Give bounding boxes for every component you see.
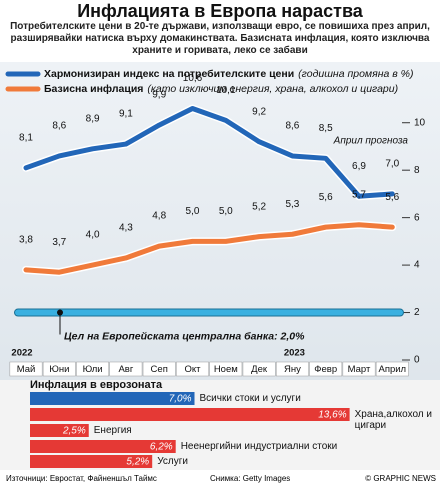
value-label: 4,3	[119, 223, 133, 234]
photo-credit: Снимка: Getty Images	[210, 474, 290, 483]
x-tick-label: Юни	[49, 364, 69, 375]
x-tick-box	[9, 361, 43, 377]
value-label: 9,9	[152, 90, 166, 101]
bar-category-label: Храна,алкохол и цигари	[354, 409, 433, 431]
bar-title: Инфлация в еврозоната	[30, 379, 163, 391]
value-label: 10,1	[216, 85, 236, 96]
x-tick-box	[176, 361, 209, 377]
x-tick-label: Сеп	[151, 364, 168, 375]
value-label: 5,0	[186, 206, 200, 217]
x-tick-label: Ноем	[214, 364, 238, 375]
value-label: 8,6	[52, 121, 66, 132]
value-label: 4,0	[86, 230, 100, 241]
x-tick-label: Март	[348, 364, 371, 375]
bar-value-label: 5,2%	[126, 457, 149, 468]
value-label: 10,6	[183, 73, 203, 84]
x-tick-label: Окт	[184, 364, 201, 375]
value-label: 4,8	[152, 211, 166, 222]
bar-category-label: Неенергийни индустриални стоки	[180, 441, 338, 452]
value-label: 5,2	[252, 201, 266, 212]
x-tick-label: Май	[17, 364, 36, 375]
x-tick-box	[309, 361, 343, 377]
source: Източници: Евростат, Файненшъл Таймс	[6, 474, 157, 483]
x-tick-box	[209, 361, 243, 377]
y-tick-label: 6	[414, 212, 420, 223]
legend-detail: (годишна промяна в %)	[298, 68, 413, 80]
legend-text: Хармонизиран индекс на потребителските ц…	[44, 68, 414, 80]
value-label: 3,7	[52, 237, 66, 248]
value-label: 9,1	[119, 109, 133, 120]
legend-detail: (като изключим енергия, храна, алкохол и…	[147, 83, 398, 95]
line	[23, 105, 395, 199]
header: Инфлацията в Европа нараства Потребителс…	[0, 0, 440, 57]
value-label: 8,5	[319, 123, 333, 134]
legend-label: Базисна инфлация	[44, 83, 143, 95]
forecast-label: Април прогноза	[333, 136, 409, 147]
y-tick-label: 4	[414, 260, 420, 271]
x-tick-label: Яну	[284, 364, 301, 375]
value-label: 8,9	[86, 113, 100, 124]
year-label: 2023	[284, 348, 305, 359]
bar-category-label: Енергия	[93, 425, 132, 436]
value-label: 3,8	[19, 234, 33, 245]
value-label: 8,6	[285, 121, 299, 132]
x-tick-box	[375, 361, 409, 377]
value-label: 5,6	[385, 192, 399, 203]
line	[23, 222, 395, 275]
value-label: 6,9	[352, 161, 366, 172]
x-tick-box	[42, 361, 76, 377]
value-label: 5,6	[319, 192, 333, 203]
bar-value-label: 7,0%	[169, 394, 192, 405]
bar-value-label: 13,6%	[318, 410, 346, 421]
y-tick-label: 8	[414, 165, 420, 176]
bar-value-label: 6,2%	[150, 442, 173, 453]
year-label: 2022	[11, 348, 32, 359]
y-tick-label: 2	[414, 307, 420, 318]
x-tick-box	[342, 361, 376, 377]
y-tick-label: 10	[414, 117, 426, 128]
value-label: 8,1	[19, 132, 33, 143]
x-tick-box	[109, 361, 143, 377]
target-dot	[57, 309, 63, 316]
x-tick-label: Дек	[251, 364, 268, 375]
bar	[30, 440, 176, 453]
credit: © GRAPHIC NEWS	[365, 474, 436, 483]
x-tick-box	[276, 361, 309, 377]
legend-text: Базисна инфлация (като изключим енергия, …	[44, 83, 398, 95]
bar	[30, 424, 89, 437]
x-tick-label: Авг	[118, 364, 133, 375]
x-tick-label: Април	[378, 364, 406, 375]
bar-category-label: Всички стоки и услуги	[199, 393, 301, 404]
y-tick-label: 0	[414, 355, 420, 366]
bar	[30, 408, 350, 421]
x-tick-box	[242, 361, 276, 377]
bar	[30, 455, 153, 468]
bar	[30, 392, 195, 405]
value-label: 5,3	[285, 199, 299, 210]
x-tick-box	[142, 361, 176, 377]
value-label: 5,7	[352, 189, 366, 200]
x-tick-box	[76, 361, 109, 377]
value-label: 5,0	[219, 206, 233, 217]
value-label: 9,2	[252, 106, 266, 117]
bar-category-label: Услуги	[157, 456, 188, 467]
legend-label: Хармонизиран индекс на потребителските ц…	[44, 68, 294, 80]
x-tick-label: Февр	[314, 364, 337, 375]
target-label: Цел на Европейската централна банка: 2,0…	[64, 330, 305, 342]
bar-value-label: 2,5%	[62, 426, 86, 437]
subtitle: Потребителските цени в 20-те държави, из…	[10, 21, 430, 56]
x-tick-label: Юли	[83, 364, 103, 375]
title: Инфлацията в Европа нараства	[77, 1, 363, 21]
value-label: 7,0	[385, 159, 399, 170]
